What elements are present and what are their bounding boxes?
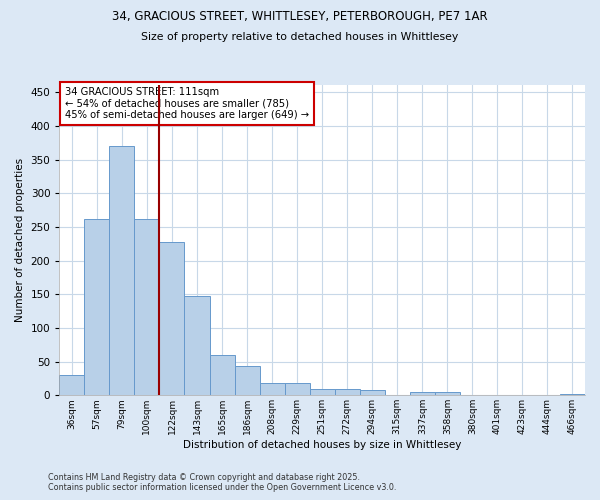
Bar bbox=[360, 390, 385, 396]
Bar bbox=[560, 394, 585, 396]
Bar bbox=[209, 355, 235, 396]
Bar bbox=[85, 219, 109, 396]
Bar bbox=[160, 242, 184, 396]
Bar bbox=[435, 392, 460, 396]
Bar bbox=[485, 394, 510, 396]
Bar bbox=[109, 146, 134, 396]
Text: Size of property relative to detached houses in Whittlesey: Size of property relative to detached ho… bbox=[142, 32, 458, 42]
Bar bbox=[260, 383, 284, 396]
Text: 34 GRACIOUS STREET: 111sqm
← 54% of detached houses are smaller (785)
45% of sem: 34 GRACIOUS STREET: 111sqm ← 54% of deta… bbox=[65, 87, 309, 120]
Bar bbox=[410, 392, 435, 396]
X-axis label: Distribution of detached houses by size in Whittlesey: Distribution of detached houses by size … bbox=[183, 440, 461, 450]
Bar bbox=[284, 383, 310, 396]
Bar bbox=[134, 219, 160, 396]
Text: Contains HM Land Registry data © Crown copyright and database right 2025.
Contai: Contains HM Land Registry data © Crown c… bbox=[48, 473, 397, 492]
Bar bbox=[310, 388, 335, 396]
Bar bbox=[184, 296, 209, 396]
Y-axis label: Number of detached properties: Number of detached properties bbox=[15, 158, 25, 322]
Bar bbox=[59, 375, 85, 396]
Bar bbox=[235, 366, 260, 396]
Text: 34, GRACIOUS STREET, WHITTLESEY, PETERBOROUGH, PE7 1AR: 34, GRACIOUS STREET, WHITTLESEY, PETERBO… bbox=[112, 10, 488, 23]
Bar bbox=[335, 388, 360, 396]
